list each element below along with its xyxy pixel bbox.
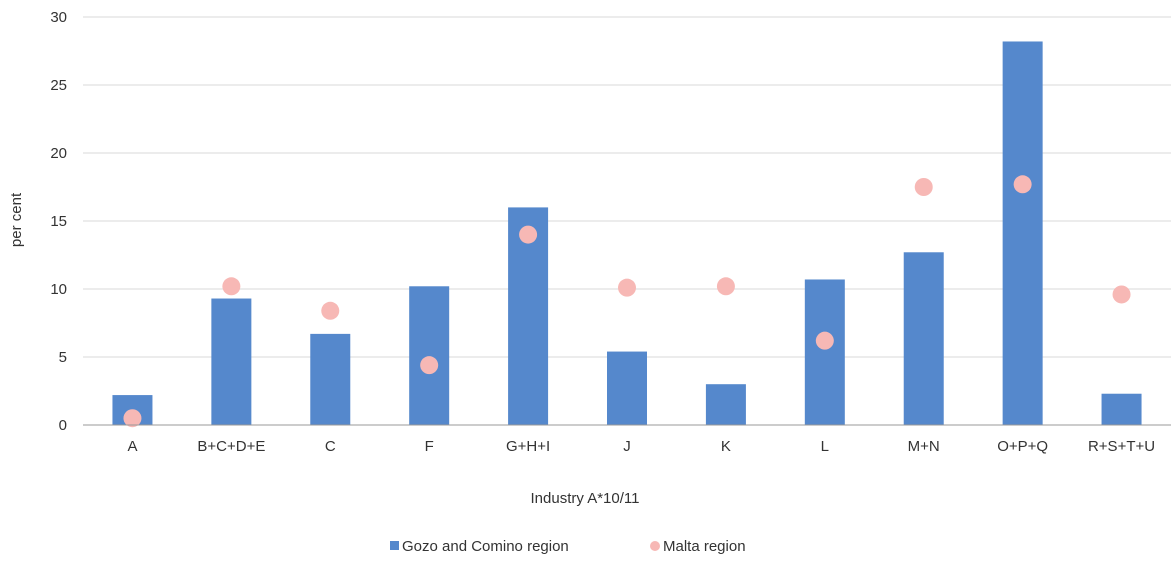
x-tick-label: L (821, 438, 829, 455)
legend-label-gozo: Gozo and Comino region (402, 538, 569, 555)
x-tick-label: C (325, 438, 336, 455)
y-tick-label: 5 (59, 349, 67, 366)
y-axis-title: per cent (8, 192, 25, 247)
y-tick-label: 20 (50, 145, 67, 162)
x-tick-label: F (425, 438, 434, 455)
bar (1101, 393, 1142, 425)
x-tick-label: R+S+T+U (1088, 438, 1155, 455)
y-tick-labels: 0 5 10 15 20 25 30 (50, 9, 67, 434)
dot (321, 301, 340, 320)
bar (211, 298, 252, 425)
x-tick-labels: A B+C+D+E C F G+H+I J K L M+N O+P+Q R+S+T+U (127, 438, 1155, 455)
x-tick-label: M+N (908, 438, 940, 455)
dot (716, 277, 735, 296)
bar (508, 207, 549, 425)
dot (123, 409, 142, 428)
dot (1013, 175, 1032, 194)
dot (914, 178, 933, 196)
bar (607, 351, 647, 425)
x-tick-label: G+H+I (506, 438, 550, 455)
dot (618, 278, 636, 297)
y-tick-label: 30 (50, 9, 67, 26)
bar (1002, 41, 1043, 425)
x-tick-label: B+C+D+E (197, 438, 265, 455)
x-tick-label: O+P+Q (997, 438, 1048, 455)
y-tick-label: 25 (50, 77, 67, 94)
dot (815, 331, 834, 350)
bar (903, 252, 944, 425)
x-tick-label: K (721, 438, 731, 455)
y-tick-label: 0 (59, 417, 67, 434)
dot (420, 356, 439, 375)
bar (804, 279, 845, 425)
legend: Gozo and Comino region Malta region (390, 538, 746, 555)
bar (409, 286, 450, 425)
x-tick-label: A (127, 438, 137, 455)
dot (222, 277, 241, 296)
x-axis-title: Industry A*10/11 (531, 490, 640, 507)
dot-series (123, 175, 1131, 428)
bar-series (112, 41, 1142, 425)
x-tick-label: J (623, 438, 631, 455)
dot (519, 225, 538, 244)
legend-swatch-gozo (390, 541, 399, 550)
bar (310, 333, 351, 425)
legend-label-malta: Malta region (663, 538, 746, 555)
y-tick-label: 10 (50, 281, 67, 298)
legend-swatch-malta (650, 541, 660, 551)
y-tick-label: 15 (50, 213, 67, 230)
gridlines (83, 16, 1171, 358)
bar (705, 384, 746, 425)
dot (1112, 285, 1131, 304)
